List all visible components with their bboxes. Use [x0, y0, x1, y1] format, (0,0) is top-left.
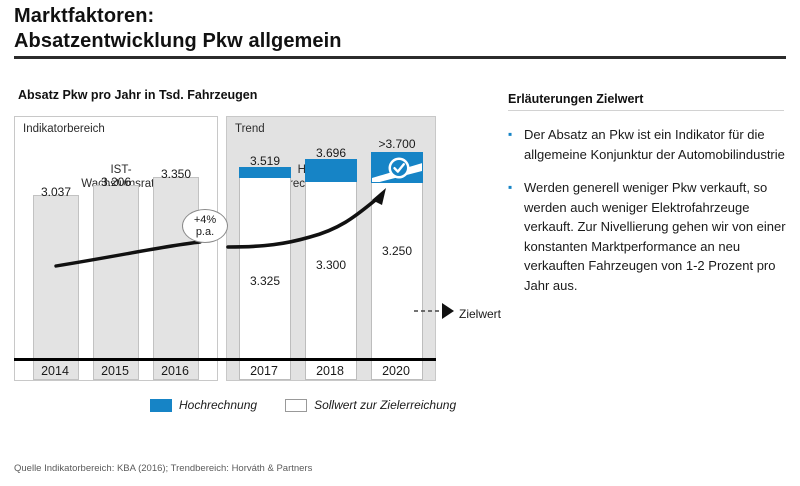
- page-title: Marktfaktoren: Absatzentwicklung Pkw all…: [14, 4, 786, 54]
- bullet-square-icon: ▪: [508, 180, 513, 194]
- panel-trend: Trend Hoch- rechnung 3.325 3.519 3.300 3…: [226, 116, 436, 381]
- explanation-divider: [508, 110, 784, 111]
- bar-2017-hochrechnung-segment: [239, 167, 291, 178]
- chart-legend: Hochrechnung Sollwert zur Zielerreichung: [150, 398, 456, 412]
- legend-label-hochrechnung: Hochrechnung: [179, 398, 258, 412]
- legend-label-sollwert: Sollwert zur Zielerreichung: [314, 398, 457, 412]
- axis-tick-2020: 2020: [382, 364, 410, 378]
- panel-label-indikatorbereich: Indikatorbereich: [23, 123, 105, 135]
- explanation-bullet-1: ▪ Der Absatz an Pkw ist ein Indikator fü…: [508, 125, 788, 164]
- bar-label-2016: 3.350: [160, 167, 192, 181]
- explanation-bullet-2: ▪ Werden generell weniger Pkw verkauft, …: [508, 178, 788, 295]
- check-badge-icon: [372, 157, 422, 182]
- axis-tick-2016: 2016: [161, 364, 189, 378]
- axis-tick-2018: 2018: [316, 364, 344, 378]
- bar-2015: [93, 185, 139, 380]
- bar-2017: 3.325: [239, 167, 291, 380]
- growth-rate-bubble: +4% p.a.: [182, 209, 228, 243]
- page-title-line-1: Marktfaktoren:: [14, 5, 155, 27]
- caption-ist-line-1: IST-: [110, 164, 132, 176]
- bar-2016: [153, 177, 199, 380]
- legend-item-hochrechnung: Hochrechnung: [150, 398, 257, 412]
- legend-swatch-white-icon: [285, 398, 308, 412]
- bar-2018-inner-label: 3.300: [315, 258, 347, 272]
- axis-tick-2014: 2014: [41, 364, 69, 378]
- bar-2020-hochrechnung-segment: [371, 152, 423, 183]
- axis-tick-2015: 2015: [101, 364, 129, 378]
- bar-2017-inner-label: 3.325: [249, 274, 281, 288]
- source-note: Quelle Indikatorbereich: KBA (2016); Tre…: [14, 463, 313, 474]
- target-marker-label: Zielwert: [459, 307, 502, 321]
- bar-2014: [33, 195, 79, 380]
- explanation-bullet-2-text: Werden generell weniger Pkw verkauft, so…: [524, 180, 786, 293]
- title-divider: [14, 56, 786, 59]
- panel-indikatorbereich: Indikatorbereich IST- Wachstumsrate 3.03…: [14, 116, 218, 381]
- chart-axis-line: [14, 358, 436, 361]
- panel-label-trend: Trend: [235, 123, 265, 135]
- bar-label-2015: 3.206: [100, 175, 132, 189]
- chart-container: Absatz Pkw pro Jahr in Tsd. Fahrzeugen I…: [14, 88, 501, 438]
- axis-tick-2017: 2017: [250, 364, 278, 378]
- bar-label-2020: >3.700: [378, 137, 416, 151]
- bar-2018-hochrechnung-segment: [305, 159, 357, 182]
- growth-rate-line-2: p.a.: [195, 226, 215, 238]
- bar-label-2014: 3.037: [40, 185, 72, 199]
- bar-label-2018: 3.696: [315, 146, 347, 160]
- legend-swatch-blue-icon: [150, 398, 172, 412]
- bar-label-2017: 3.519: [249, 154, 281, 168]
- bar-2018: 3.300: [305, 159, 357, 380]
- bullet-square-icon: ▪: [508, 127, 513, 141]
- chart-title: Absatz Pkw pro Jahr in Tsd. Fahrzeugen: [18, 88, 258, 102]
- legend-item-sollwert: Sollwert zur Zielerreichung: [285, 398, 456, 412]
- page-title-line-2: Absatzentwicklung Pkw allgemein: [14, 30, 342, 52]
- growth-rate-line-1: +4%: [193, 214, 217, 226]
- bar-2020-inner-label: 3.250: [381, 244, 413, 258]
- target-marker-pointer-icon: [414, 303, 454, 319]
- bar-2020: 3.250: [371, 152, 423, 380]
- explanation-title: Erläuterungen Zielwert: [508, 92, 644, 106]
- explanation-panel: Erläuterungen Zielwert ▪ Der Absatz an P…: [508, 92, 788, 295]
- explanation-bullet-1-text: Der Absatz an Pkw ist ein Indikator für …: [524, 127, 785, 162]
